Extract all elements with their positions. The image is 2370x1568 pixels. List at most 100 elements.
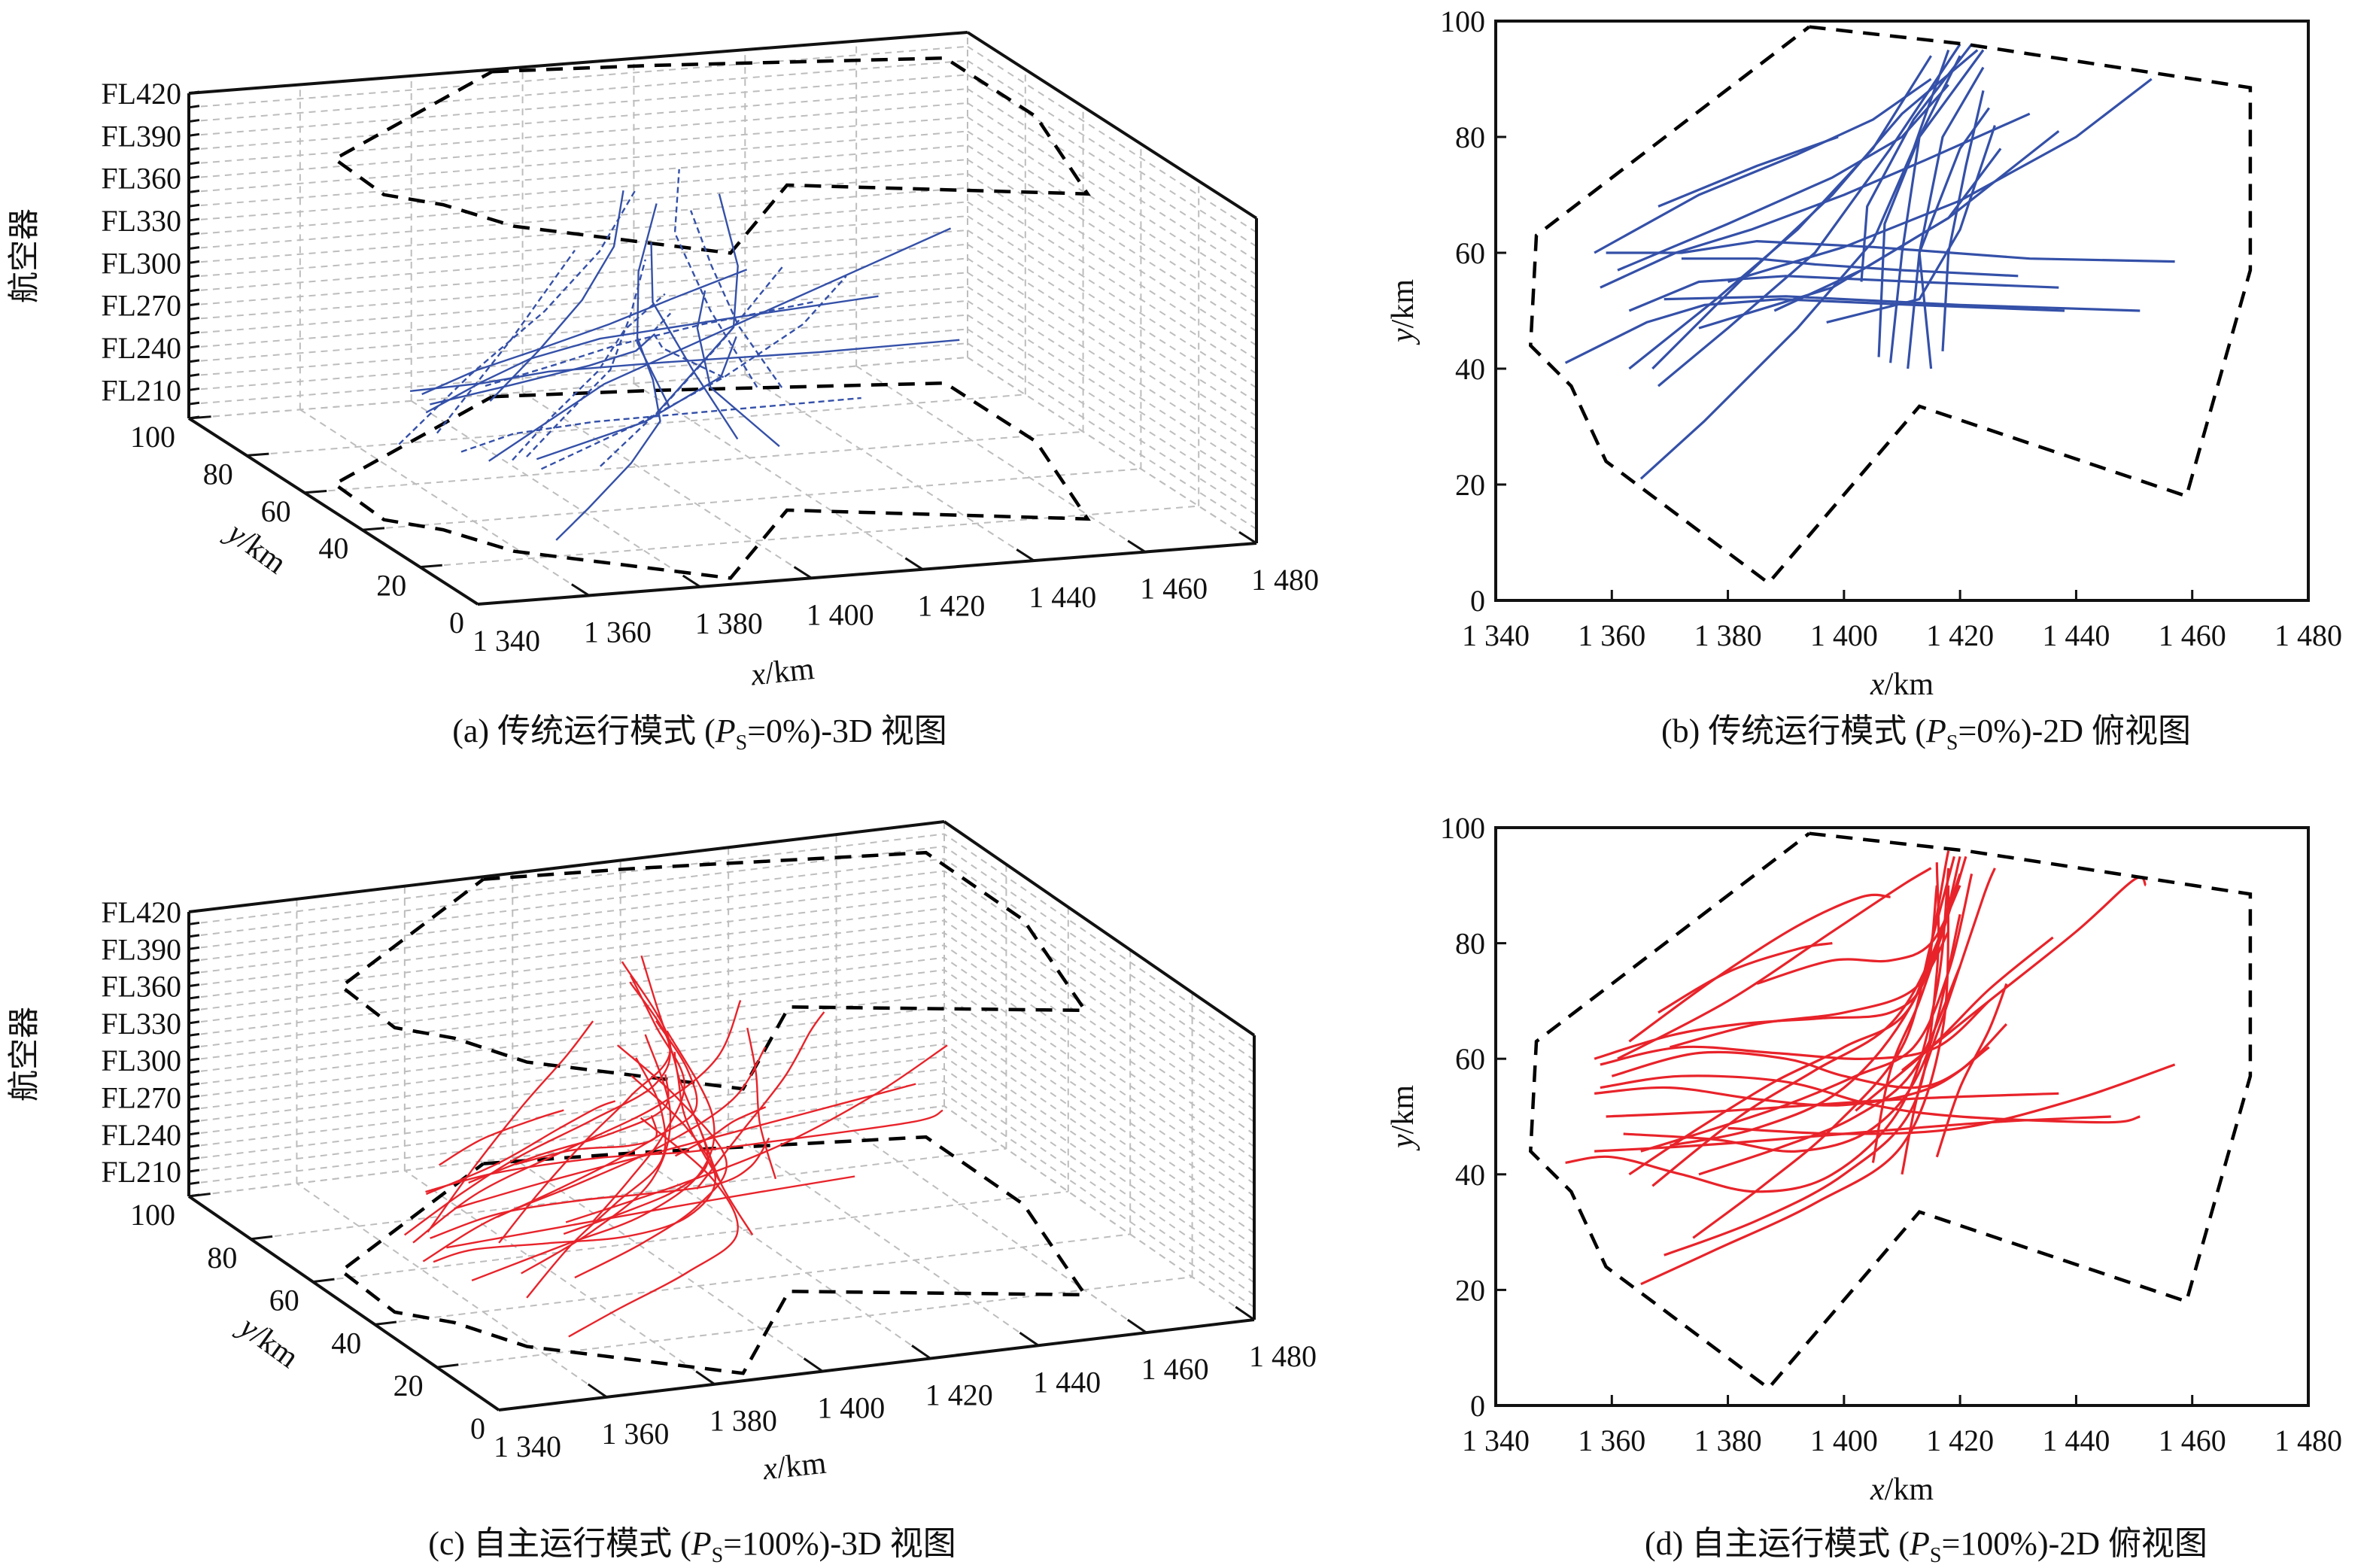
x-tick-label: 1 460 (2159, 1424, 2226, 1457)
trajectory-line (1564, 298, 2065, 364)
trajectory-line-3d (412, 1000, 742, 1244)
trajectory-line (1669, 931, 1950, 1049)
z-tick-label: FL300 (101, 246, 181, 280)
x-tick-mark (793, 566, 813, 579)
trajectory-line (1657, 135, 1839, 208)
x-axis-title: x/km (1870, 1472, 1934, 1507)
z-tick-mark (188, 105, 200, 109)
floor-grid-line (296, 1183, 607, 1398)
floor-grid-line (744, 374, 1035, 561)
y-tick-label: 20 (1455, 468, 1485, 502)
trajectory-line-3d (430, 1137, 770, 1239)
x-tick-label: 1 480 (2274, 618, 2342, 652)
z-tick-mark (188, 1007, 200, 1012)
x-tick-mark (803, 1357, 824, 1372)
trajectory-line-3d (563, 1115, 709, 1235)
trajectory-line (1756, 885, 1961, 985)
x-tick-label: 1 380 (1694, 1424, 1762, 1457)
wall-grid-line (943, 919, 1255, 1135)
caption-p-subscript: S (711, 1543, 724, 1567)
wall-grid-line (188, 883, 945, 975)
y-tick-label: 100 (1440, 5, 1485, 38)
y-axis-line (187, 1195, 500, 1412)
wall-grid-line (188, 833, 945, 925)
z-tick-mark (188, 415, 200, 420)
z-tick-mark (188, 345, 200, 349)
x-tick-label: 1 340 (1462, 1424, 1530, 1457)
floor-grid-line (512, 1156, 823, 1372)
trajectory-line (1941, 90, 1985, 351)
panel-d-2d-top-view: 1 340 1 360 1 380 1 400 1 420 1 440 1 460 1 480… (1386, 811, 2342, 1507)
z-tick-mark (188, 946, 200, 950)
z-tick-label: FL330 (101, 1007, 181, 1041)
wall-grid-line (188, 845, 945, 937)
z-tick-label: FL240 (101, 331, 181, 365)
z-tick-label: FL210 (101, 1155, 181, 1189)
caption-text-prefix: (c) 自主运行模式 ( (428, 1525, 691, 1562)
trajectory-line (1628, 55, 1932, 370)
y-tick-label: 80 (1455, 120, 1485, 154)
floor-grid-line (362, 468, 1141, 531)
trajectory-line (1860, 43, 1973, 282)
trajectory-line (1600, 112, 2031, 289)
caption-text-suffix: =100%)-3D 视图 (723, 1525, 956, 1562)
panel-a-3d-view: 1 340 1 360 1 380 1 400 1 420 1 440 1 460 1 480… (7, 31, 1319, 693)
wall-grid-line (188, 130, 968, 193)
wall-grid-line (188, 1031, 945, 1123)
trajectory-line (1907, 66, 1985, 369)
trajectory-line-3d (471, 1030, 716, 1282)
wall-grid-line (188, 59, 968, 123)
x-tick-label: 1 360 (584, 615, 652, 649)
y-tick-label: 20 (1455, 1273, 1485, 1307)
y-axis-line (187, 417, 479, 606)
z-tick-mark (188, 317, 200, 321)
z-tick-mark (188, 147, 200, 151)
floor-grid-line (312, 1190, 1068, 1283)
x-tick-label: 1 460 (1141, 1352, 1209, 1386)
trajectory-line-3d (425, 1100, 616, 1196)
trajectory-line-3d (488, 227, 952, 462)
y-tick-label: 60 (1455, 1042, 1485, 1076)
z-tick-label: FL330 (101, 204, 181, 238)
z-tick-label: FL210 (101, 373, 181, 407)
grid-lines (188, 821, 1255, 1411)
trajectory-line (1617, 84, 1949, 272)
z-tick-mark (188, 959, 200, 963)
x-tick-label: 1 340 (472, 624, 540, 658)
x-tick-mark (1127, 1318, 1147, 1334)
x-tick-label: 1 460 (2159, 618, 2226, 652)
caption-p-symbol: P (691, 1525, 712, 1562)
wall-grid-line (967, 159, 1257, 346)
x-axis-line (477, 542, 1257, 606)
wall-grid-line (188, 907, 945, 1000)
trajectory-line-3d (454, 1083, 916, 1210)
trajectory-line-3d (650, 242, 739, 440)
wall-grid-line (188, 1105, 945, 1197)
x-axis-title: x/km (761, 1446, 828, 1487)
trajectory-line (1935, 983, 2008, 1158)
z-tick-mark (188, 401, 200, 406)
top-back-edge (188, 820, 945, 913)
z-tick-mark (188, 175, 200, 180)
y-tick-mark (477, 601, 500, 606)
wall-grid-line (943, 1105, 1255, 1320)
z-tick-label: FL270 (101, 289, 181, 323)
wall-grid-line (943, 1019, 1255, 1234)
wall-grid-line (943, 870, 1255, 1086)
z-axis-title: 航空器 (7, 1007, 42, 1102)
floor-grid-line (411, 400, 701, 588)
sector-boundary-3d (338, 1135, 1089, 1375)
trajectory-line-3d (425, 1109, 943, 1193)
trajectory-line-3d (427, 1020, 594, 1233)
wall-grid-line (943, 895, 1255, 1111)
wall-grid-line (943, 956, 1255, 1172)
x-tick-label: 1 480 (1251, 563, 1319, 597)
z-tick-mark (188, 909, 200, 913)
trajectory-line-3d (746, 1027, 777, 1180)
wall-grid-line (188, 342, 968, 406)
wall-grid-line (188, 357, 968, 419)
wall-grid-line (967, 187, 1257, 375)
panel-c-3d-view: 1 340 1 360 1 380 1 400 1 420 1 440 1 460 1 480… (7, 820, 1317, 1487)
z-tick-label: FL360 (101, 162, 181, 196)
